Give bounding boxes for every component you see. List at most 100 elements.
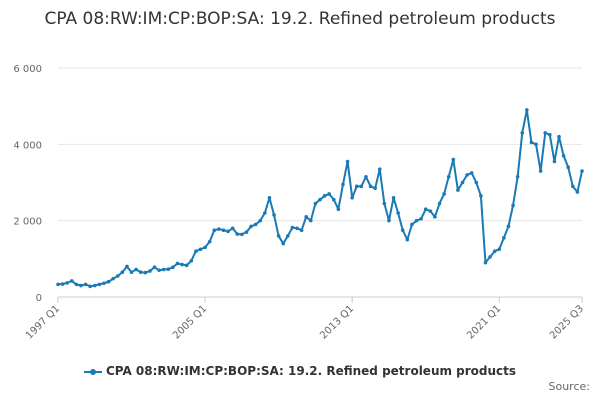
data-point[interactable] (295, 226, 299, 231)
data-point[interactable] (543, 131, 548, 135)
data-point[interactable] (161, 267, 166, 272)
data-point[interactable] (138, 270, 143, 274)
data-point[interactable] (258, 218, 263, 223)
data-point[interactable] (442, 192, 446, 196)
data-point[interactable] (281, 241, 286, 246)
data-point[interactable] (534, 142, 538, 147)
data-point[interactable] (189, 258, 194, 263)
data-point[interactable] (497, 247, 502, 252)
data-point[interactable] (433, 215, 437, 219)
data-point[interactable] (469, 171, 474, 175)
data-point[interactable] (350, 195, 354, 200)
data-point[interactable] (65, 281, 69, 285)
data-point[interactable] (226, 229, 230, 234)
data-point[interactable] (166, 267, 171, 271)
data-point[interactable] (106, 279, 111, 284)
data-point[interactable] (387, 218, 391, 223)
data-point[interactable] (69, 279, 74, 283)
data-point[interactable] (120, 270, 125, 274)
data-point[interactable] (157, 268, 161, 273)
data-point[interactable] (276, 234, 281, 238)
data-point[interactable] (557, 134, 561, 139)
data-point[interactable] (359, 184, 364, 189)
data-point[interactable] (272, 213, 276, 217)
data-point[interactable] (267, 195, 272, 200)
data-point[interactable] (253, 222, 258, 227)
data-point[interactable] (184, 263, 189, 268)
data-point[interactable] (465, 173, 469, 177)
data-point[interactable] (414, 218, 419, 223)
data-point[interactable] (102, 281, 106, 286)
data-point[interactable] (56, 282, 60, 287)
data-point[interactable] (479, 194, 483, 198)
data-point[interactable] (97, 282, 102, 287)
data-point[interactable] (92, 283, 97, 288)
data-point[interactable] (331, 197, 336, 202)
data-point[interactable] (175, 261, 180, 266)
data-point[interactable] (74, 282, 79, 287)
data-point[interactable] (263, 211, 267, 215)
data-point[interactable] (240, 232, 244, 237)
data-point[interactable] (460, 180, 465, 185)
data-point[interactable] (566, 165, 571, 170)
data-point[interactable] (382, 201, 387, 206)
data-point[interactable] (410, 222, 414, 227)
data-point[interactable] (391, 195, 396, 200)
data-point[interactable] (217, 227, 221, 231)
data-point[interactable] (313, 201, 318, 206)
data-point[interactable] (571, 184, 575, 189)
data-point[interactable] (221, 228, 226, 233)
data-point[interactable] (474, 180, 479, 185)
data-point[interactable] (529, 140, 534, 145)
data-point[interactable] (203, 245, 207, 250)
data-point[interactable] (290, 225, 295, 230)
data-point[interactable] (548, 132, 552, 137)
data-point[interactable] (249, 224, 253, 229)
data-point[interactable] (235, 232, 240, 236)
data-point[interactable] (286, 234, 290, 238)
data-point[interactable] (134, 267, 138, 272)
data-point[interactable] (230, 226, 235, 231)
data-point[interactable] (506, 224, 511, 229)
data-point[interactable] (129, 270, 134, 274)
data-point[interactable] (304, 215, 309, 219)
data-point[interactable] (400, 228, 405, 233)
data-point[interactable] (309, 218, 313, 223)
data-point[interactable] (354, 184, 359, 189)
data-point[interactable] (299, 228, 304, 233)
data-point[interactable] (552, 159, 557, 164)
data-point[interactable] (396, 211, 400, 215)
data-point[interactable] (520, 131, 525, 135)
data-point[interactable] (488, 255, 492, 259)
data-point[interactable] (79, 283, 83, 288)
data-point[interactable] (194, 249, 198, 253)
data-point[interactable] (198, 247, 203, 252)
data-point[interactable] (88, 284, 92, 289)
data-point[interactable] (451, 157, 456, 162)
data-point[interactable] (538, 169, 543, 173)
data-point[interactable] (244, 230, 249, 234)
data-point[interactable] (180, 262, 184, 267)
data-point[interactable] (561, 153, 566, 158)
data-point[interactable] (60, 282, 65, 286)
data-point[interactable] (212, 228, 217, 233)
data-point[interactable] (143, 270, 148, 275)
data-point[interactable] (115, 274, 120, 278)
data-point[interactable] (437, 201, 442, 206)
data-point[interactable] (446, 174, 451, 179)
data-point[interactable] (525, 108, 529, 112)
data-point[interactable] (207, 239, 212, 244)
data-point[interactable] (580, 169, 584, 173)
data-point[interactable] (419, 216, 423, 221)
data-point[interactable] (111, 276, 115, 281)
data-point[interactable] (575, 190, 580, 194)
data-point[interactable] (456, 188, 460, 192)
data-point[interactable] (502, 236, 506, 240)
data-point[interactable] (345, 159, 350, 164)
data-point[interactable] (368, 184, 373, 189)
data-point[interactable] (152, 265, 157, 270)
data-point[interactable] (171, 265, 175, 270)
data-point[interactable] (373, 186, 377, 191)
data-point[interactable] (322, 194, 327, 198)
legend[interactable]: CPA 08:RW:IM:CP:BOP:SA: 19.2. Refined pe… (0, 364, 600, 378)
